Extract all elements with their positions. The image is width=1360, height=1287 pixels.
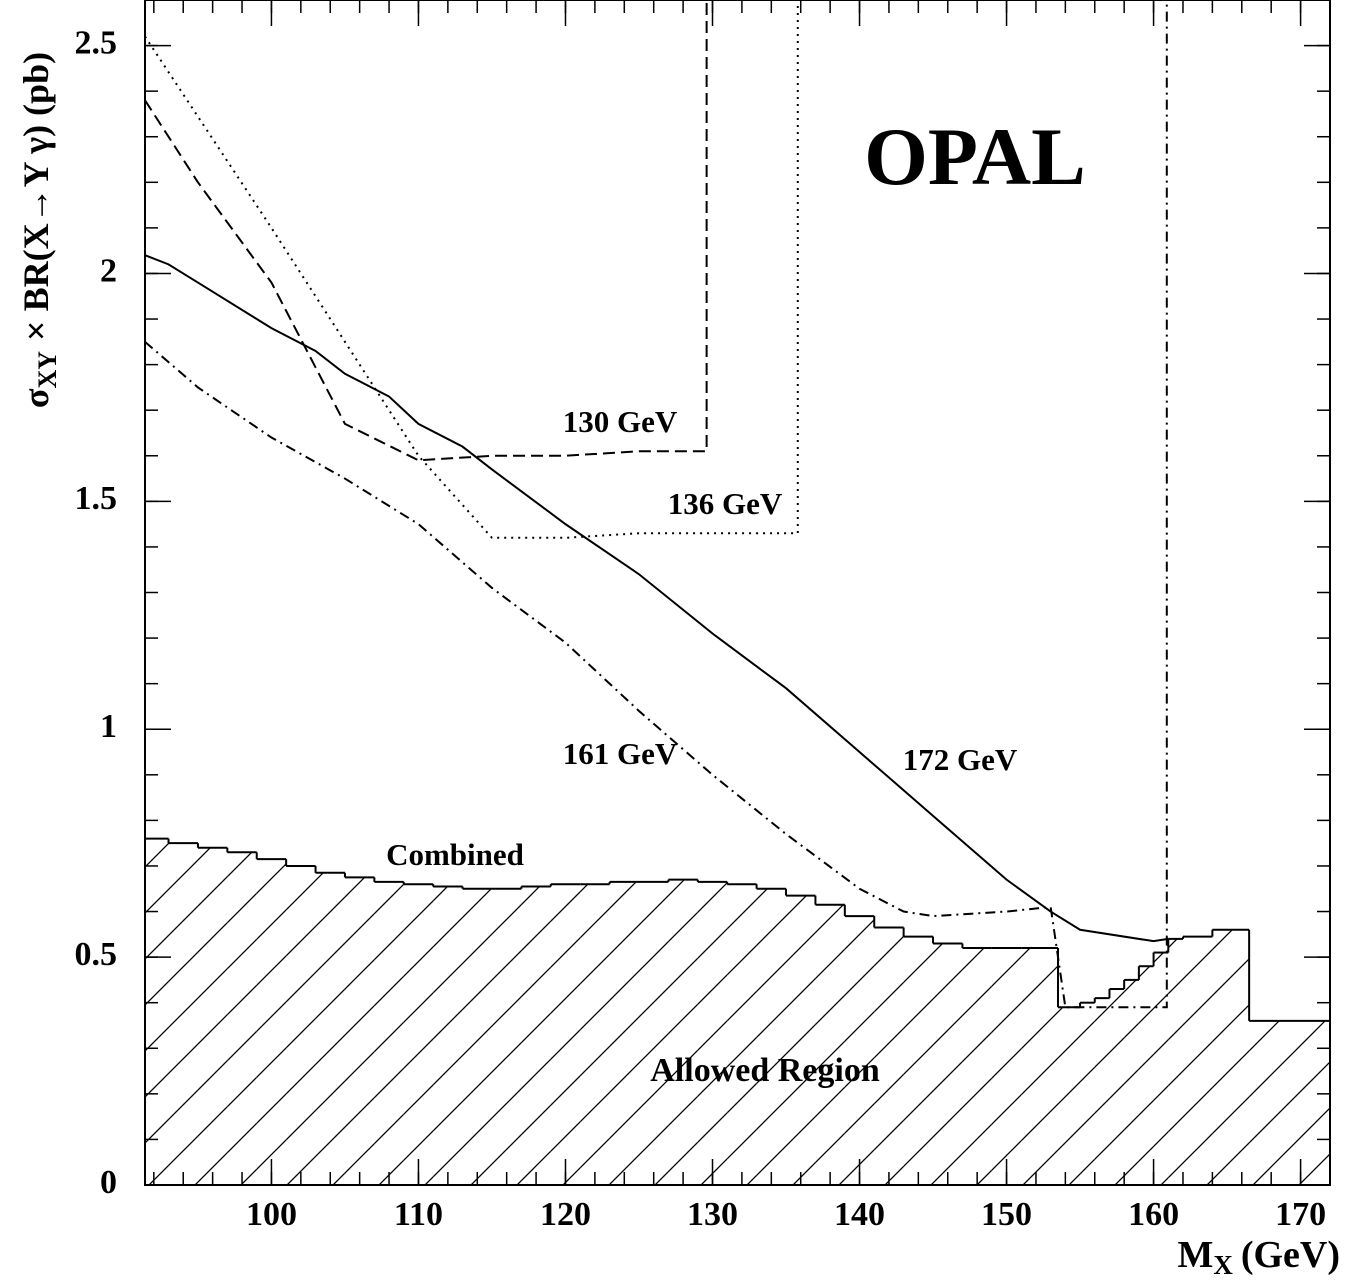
allowed-bin (521, 886, 551, 1185)
allowed-bin (403, 884, 434, 1185)
limit-curve (144, 254, 1169, 943)
x-tick-label: 160 (1128, 1196, 1179, 1233)
allowed-bin (638, 881, 669, 1185)
allowed-bin (609, 881, 639, 1185)
allowed-bin (315, 872, 345, 1185)
allowed-bin (550, 884, 581, 1185)
allowed-bin (962, 948, 992, 1185)
allowed-bin (874, 927, 904, 1185)
y-axis-label: σXY × BR(X→Y γ) (pb) (16, 52, 62, 408)
y-tick-label: 1 (100, 708, 117, 745)
limit-curve (144, 0, 1168, 1009)
allowed-bin (815, 904, 845, 1185)
allowed-bin (1138, 966, 1154, 1185)
series-label: 161 GeV (563, 736, 678, 771)
allowed-bin (1058, 1007, 1081, 1185)
allowed-bin (1249, 1020, 1330, 1185)
series-label: 136 GeV (668, 486, 783, 521)
x-tick-label: 150 (981, 1196, 1032, 1233)
allowed-bin (1124, 979, 1139, 1185)
plot-area (144, 0, 1330, 1185)
allowed-bin (256, 859, 287, 1185)
x-tick-label: 140 (834, 1196, 885, 1233)
allowed-bin (227, 852, 257, 1185)
allowed-bin (844, 916, 875, 1185)
allowed-bin (1094, 998, 1110, 1185)
x-tick-label: 110 (394, 1196, 443, 1233)
y-tick-label: 2 (100, 252, 117, 289)
allowed-bin (1168, 938, 1183, 1185)
y-label-subscript: XY (33, 351, 62, 389)
x-tick-label: 130 (687, 1196, 738, 1233)
allowed-bin (145, 838, 169, 1185)
allowed-bin (1212, 929, 1250, 1185)
allowed-bin (168, 843, 198, 1185)
series-label: 130 GeV (563, 404, 678, 439)
allowed-bin (727, 884, 757, 1185)
allowed-bin (1021, 948, 1059, 1185)
y-tick-label: 0 (100, 1164, 117, 1201)
annotation: Allowed Region (650, 1052, 880, 1089)
y-tick-label: 2.5 (75, 24, 118, 61)
x-tick-label: 170 (1275, 1196, 1326, 1233)
x-tick-label: 120 (540, 1196, 591, 1233)
allowed-bin (756, 888, 787, 1185)
allowed-bin (1153, 952, 1169, 1185)
x-axis-label: MX (GeV) (1177, 1234, 1340, 1280)
allowed-bin (933, 943, 963, 1185)
y-label-symbol: σ (16, 388, 56, 408)
allowed-bin (374, 881, 404, 1185)
allowed-bin (462, 888, 492, 1185)
limit-curve (144, 0, 799, 539)
y-label-rest: × BR(X→Y γ) (pb) (16, 52, 56, 341)
allowed-bin (1109, 989, 1125, 1185)
allowed-bin (786, 895, 816, 1185)
y-tick-label: 0.5 (75, 936, 118, 973)
allowed-bin (286, 865, 316, 1185)
allowed-bin (903, 936, 934, 1185)
allowed-bin (1080, 1002, 1095, 1185)
series-label: 172 GeV (903, 742, 1018, 777)
allowed-bin (433, 886, 463, 1185)
chart-title: OPAL (864, 111, 1086, 202)
x-label-symbol: M (1177, 1234, 1213, 1276)
limit-curve (144, 0, 708, 462)
allowed-bin (991, 948, 1022, 1185)
allowed-bin (697, 881, 728, 1185)
allowed-bin (491, 888, 522, 1185)
y-tick-label: 1.5 (75, 480, 118, 517)
x-label-unit: (GeV) (1241, 1234, 1340, 1276)
allowed-bin (344, 877, 375, 1185)
allowed-bin (1182, 936, 1213, 1185)
allowed-bin (580, 884, 610, 1185)
allowed-bin (668, 879, 698, 1185)
allowed-bin (197, 847, 228, 1185)
series-label: Combined (386, 837, 524, 872)
x-tick-label: 100 (246, 1196, 297, 1233)
x-label-subscript: X (1213, 1250, 1233, 1280)
